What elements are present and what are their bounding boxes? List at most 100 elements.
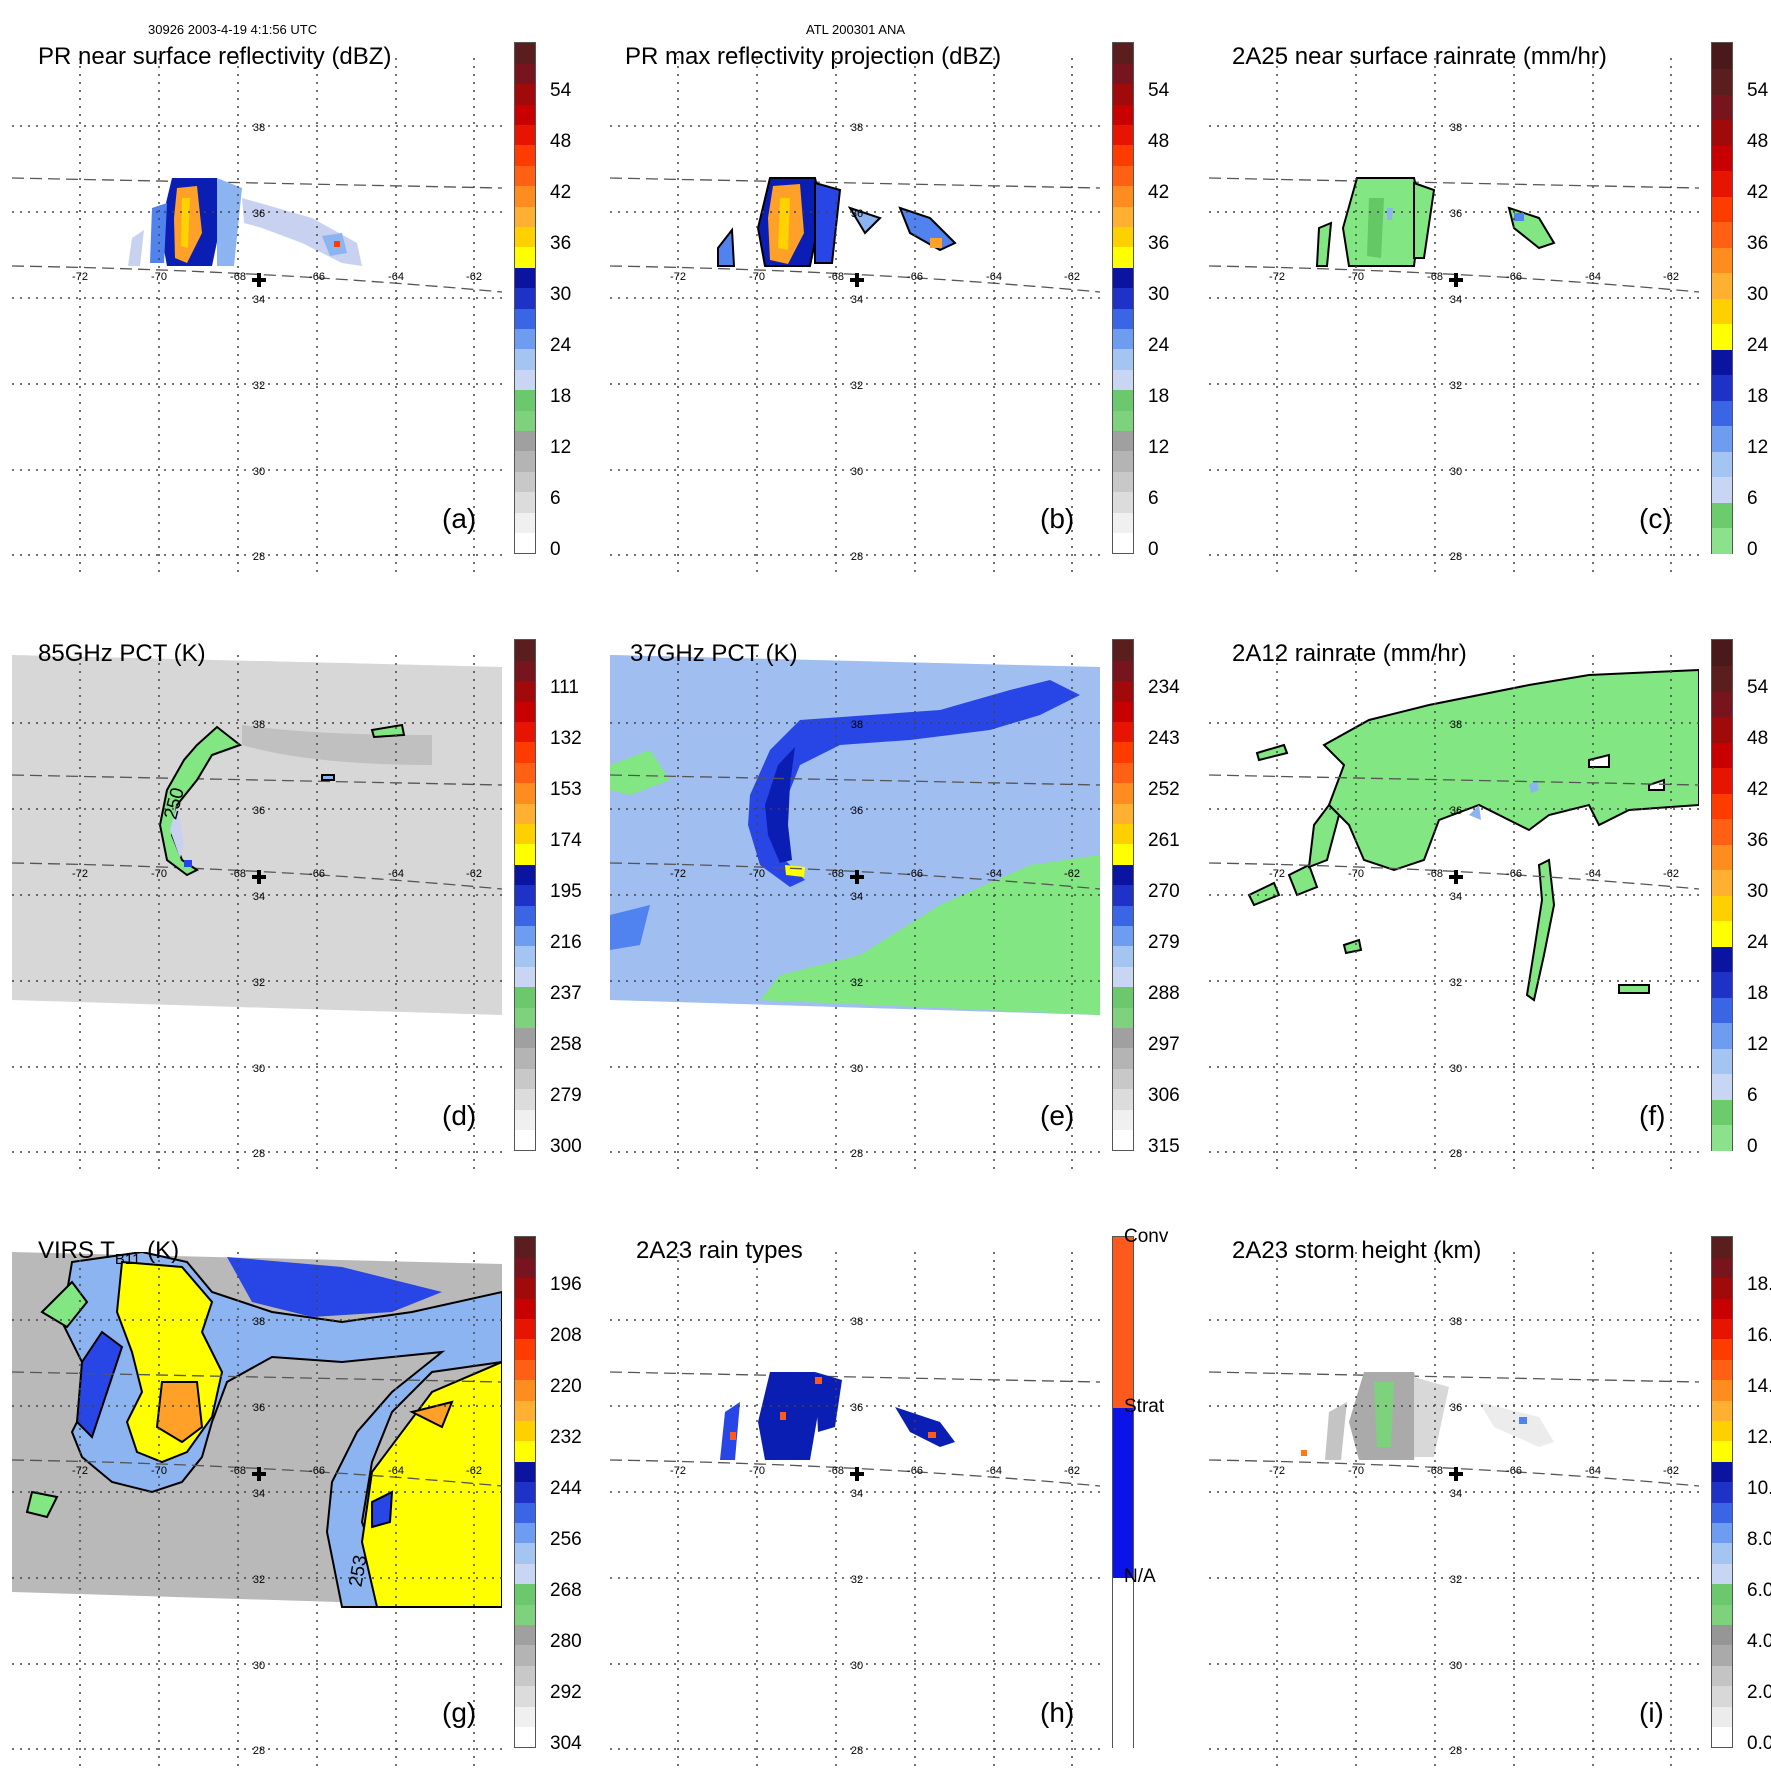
colorbar-segment [1113,966,1133,988]
lat-label: 34 [851,294,863,306]
lat-label: 36 [1450,1402,1462,1414]
colorbar-segment [1113,680,1133,702]
colorbar-segment [1712,527,1732,554]
lat-label: 32 [1450,977,1462,989]
colorbar-segment [1712,1543,1732,1564]
colorbar-segment [515,532,535,554]
colorbar-segment [1113,532,1133,554]
lat-label: 28 [1450,551,1462,563]
colorbar-segment [1712,145,1732,171]
colorbar-segment [515,512,535,534]
colorbar-segment [1712,323,1732,350]
panel-title: 85GHz PCT (K) [38,640,206,667]
colorbar-tick-label: 12 [1747,1034,1769,1055]
colorbar-tick-label: 280 [550,1631,582,1652]
colorbar [1711,639,1733,1151]
lat-label: 38 [851,122,863,134]
lon-label: -62 [1064,1465,1080,1477]
colorbar-segment [1113,451,1133,472]
colorbar-tick-label: 220 [550,1376,582,1397]
lat-label: 36 [253,1402,265,1414]
lat-label: 28 [851,1148,863,1160]
lat-label: 32 [1450,1574,1462,1586]
lat-label: 36 [1450,805,1462,817]
precip-area [814,181,842,264]
colorbar-segment [515,369,535,391]
colorbar-tick-label: 2.0 [1747,1682,1771,1703]
lat-label: 36 [253,805,265,817]
precip-area [1525,858,1556,1002]
panel-c: 38 36 34 32 30 28 -72 -70 -68 -66 -64 -62 2A25 near … [1209,38,1771,598]
colorbar-tick-label: 4.0 [1747,1631,1771,1652]
colorbar-segment [515,430,535,452]
colorbar-segment [515,206,535,228]
colorbar-segment [515,1088,535,1110]
lon-label: -70 [749,1465,765,1477]
lon-label: -64 [986,868,1002,880]
lat-label: 30 [253,1660,265,1672]
colorbar-tick-label: 30 [1747,284,1769,305]
precip-area [150,203,167,263]
colorbar-tick-label: 18 [1747,386,1769,407]
colorbar-segment [1113,247,1133,268]
colorbar-segment [1712,1277,1732,1299]
precip-area [409,1400,454,1429]
lon-label: -72 [1269,271,1285,283]
colorbar-segment [1712,767,1732,794]
colorbar-segment [515,471,535,493]
colorbar-segment [515,1685,535,1707]
precip-area [170,805,184,858]
colorbar-segment [515,1129,535,1151]
colorbar [1112,639,1134,1151]
colorbar-tick-label: 6 [1148,488,1159,509]
lon-label: -64 [1585,1465,1601,1477]
colorbar-tick-label: Strat [1124,1396,1165,1417]
colorbar-segment [515,1706,535,1728]
colorbar-segment [1113,1577,1133,1748]
colorbar-segment [1712,946,1732,972]
lon-label: -66 [309,1465,325,1477]
colorbar-segment [515,701,535,723]
precip-area [1648,778,1665,791]
lat-label: 36 [851,1402,863,1414]
colorbar-segment [515,1543,535,1564]
lon-label: -66 [1506,271,1522,283]
precip-area [928,1432,936,1438]
colorbar-tick-label: 261 [1148,830,1180,851]
colorbar-segment [515,1277,535,1299]
lat-label: 30 [1450,1660,1462,1672]
lon-label: -70 [151,271,167,283]
grid-lines [1209,58,1699,578]
colorbar-segment [1113,430,1133,452]
colorbar-segment [1712,1726,1732,1748]
colorbar-segment [1113,1048,1133,1069]
colorbar-segment [1113,1129,1133,1151]
swath-edges [1209,1371,1699,1487]
colorbar-segment [515,349,535,370]
lon-label: -62 [1663,271,1679,283]
colorbar-segment [1113,640,1133,661]
colorbar-tick-label: 16.0 [1747,1325,1771,1346]
scan-texture [12,655,502,1015]
lon-label: -64 [1585,868,1601,880]
panel-letter: (f) [1639,1100,1666,1131]
colorbar-segment [1712,68,1732,95]
colorbar-segment [515,1481,535,1503]
colorbar-segment [515,267,535,289]
lat-label: 34 [851,1488,863,1500]
colorbar-tick-label: 0 [1148,539,1159,560]
colorbar-segment [1712,997,1732,1023]
colorbar-tick-label: 195 [550,881,582,902]
colorbar-tick-label: 288 [1148,983,1180,1004]
colorbar-segment [515,823,535,845]
panel-e: 38 36 34 32 30 28 -72 -70 -68 -66 -64 -62 37GHz PCT … [610,635,1180,1195]
lat-label: 28 [1450,1148,1462,1160]
precip-area [360,1360,502,1608]
colorbar-segment [1712,502,1732,528]
colorbar-tick-label: 8.0 [1747,1529,1771,1550]
colorbar-tick-label: 0 [1747,1136,1758,1157]
colorbar-segment [515,389,535,411]
colorbar-tick-label: 243 [1148,728,1180,749]
precip-area [155,1381,204,1444]
colorbar-segment [1712,1257,1732,1279]
